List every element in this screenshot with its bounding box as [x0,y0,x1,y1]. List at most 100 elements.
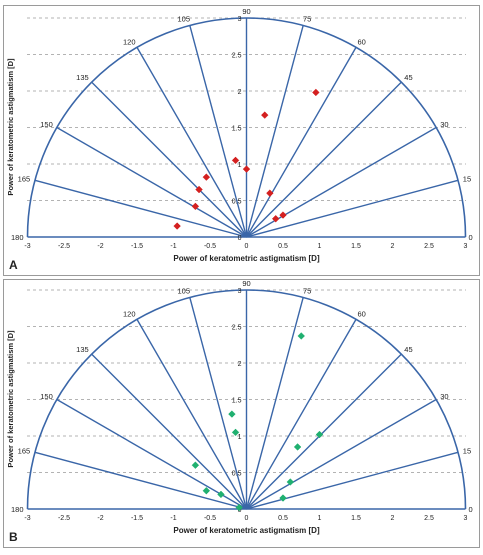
angle-label-75: 75 [303,287,311,296]
x-tick-label: 1 [318,515,322,522]
y-tick-label: 2.5 [232,325,242,332]
x-tick-label: -0.5 [204,515,216,522]
x-tick-label: -3 [24,243,30,250]
x-tick-label: 1.5 [351,243,361,250]
radial-line-120 [136,46,248,238]
angle-label-30: 30 [440,120,448,129]
angle-label-15: 15 [463,175,471,184]
angle-label-15: 15 [463,447,471,456]
data-point [202,486,211,495]
data-point [235,503,243,512]
radial-line-150 [56,126,247,238]
data-point [286,478,295,486]
y-tick-label: 2 [238,361,242,368]
radial-line-45 [246,353,402,510]
x-tick-label: -2 [97,515,103,522]
data-point [315,430,324,439]
x-tick-label: 0 [245,515,249,522]
data-point [191,202,200,211]
angle-label-0: 0 [469,233,473,242]
x-tick-label: -1.5 [131,515,143,522]
x-tick-label: -1 [170,515,176,522]
angle-label-75: 75 [303,15,311,24]
radial-line-135 [91,353,247,510]
radial-line-105 [189,25,248,238]
data-point [279,211,287,219]
data-point [271,214,280,223]
x-tick-label: 0 [245,243,249,250]
angle-label-105: 105 [177,287,190,296]
angle-label-165: 165 [18,175,31,184]
angle-label-120: 120 [123,37,136,46]
data-point [195,185,203,194]
angle-label-120: 120 [123,309,136,318]
chart-panel-b: -3-2.5-2-1.5-1-0.500.511.522.5300.511.52… [3,279,480,548]
radial-line-45 [246,81,402,238]
panel-frame [3,5,480,276]
data-point [231,428,240,437]
x-tick-label: -2 [97,243,103,250]
y-axis-title: Power of keratometric astigmatism [D] [6,330,15,468]
panel-label: B [9,530,18,544]
radial-line-165 [34,179,247,238]
y-tick-label: 3 [238,16,242,23]
y-tick-label: 1.5 [232,398,242,405]
x-axis-title: Power of keratometric astigmatism [D] [173,526,320,535]
radial-line-60 [245,46,357,238]
data-point [312,88,320,97]
x-tick-label: 2.5 [424,515,434,522]
radial-line-75 [245,25,304,238]
radial-line-165 [34,451,247,510]
angle-label-150: 150 [40,392,53,401]
angle-label-60: 60 [358,37,366,46]
data-point [231,156,240,165]
data-point [266,189,274,197]
angle-label-0: 0 [469,505,473,514]
data-point [173,222,181,230]
x-tick-label: -1 [170,243,176,250]
x-tick-label: 1 [318,243,322,250]
angle-label-180: 180 [11,233,24,242]
angle-label-105: 105 [177,15,190,24]
radial-line-60 [245,318,357,510]
y-tick-label: 1 [238,434,242,441]
angle-label-90: 90 [242,279,250,288]
radial-line-15 [246,179,459,238]
x-tick-label: -2.5 [58,243,70,250]
angle-label-60: 60 [358,309,366,318]
data-point [228,410,236,418]
data-point [242,165,251,173]
y-tick-label: 0.5 [232,199,242,206]
y-tick-label: 0.5 [232,471,242,478]
angle-label-180: 180 [11,505,24,514]
data-point [202,173,211,181]
data-point [260,111,269,119]
x-axis-title: Power of keratometric astigmatism [D] [173,254,320,263]
angle-label-135: 135 [76,73,89,82]
x-tick-label: -2.5 [58,515,70,522]
y-tick-label: 2.5 [232,53,242,60]
radial-line-75 [245,297,304,510]
x-tick-label: -0.5 [204,243,216,250]
angle-label-150: 150 [40,120,53,129]
angle-label-45: 45 [404,345,412,354]
angle-label-45: 45 [404,73,412,82]
y-tick-label: 0 [238,235,242,242]
angle-label-90: 90 [242,7,250,16]
radial-line-120 [136,318,248,510]
x-tick-label: 2.5 [424,243,434,250]
data-point [191,461,200,469]
radial-line-30 [246,398,437,510]
x-tick-label: -1.5 [131,243,143,250]
y-tick-label: 1.5 [232,126,242,133]
angle-label-135: 135 [76,345,89,354]
panel-frame [3,279,480,548]
radial-line-105 [189,297,248,510]
data-point [297,332,306,340]
x-tick-label: 0.5 [278,515,288,522]
data-point [217,490,225,499]
data-point [293,443,302,451]
radial-line-135 [91,81,247,238]
